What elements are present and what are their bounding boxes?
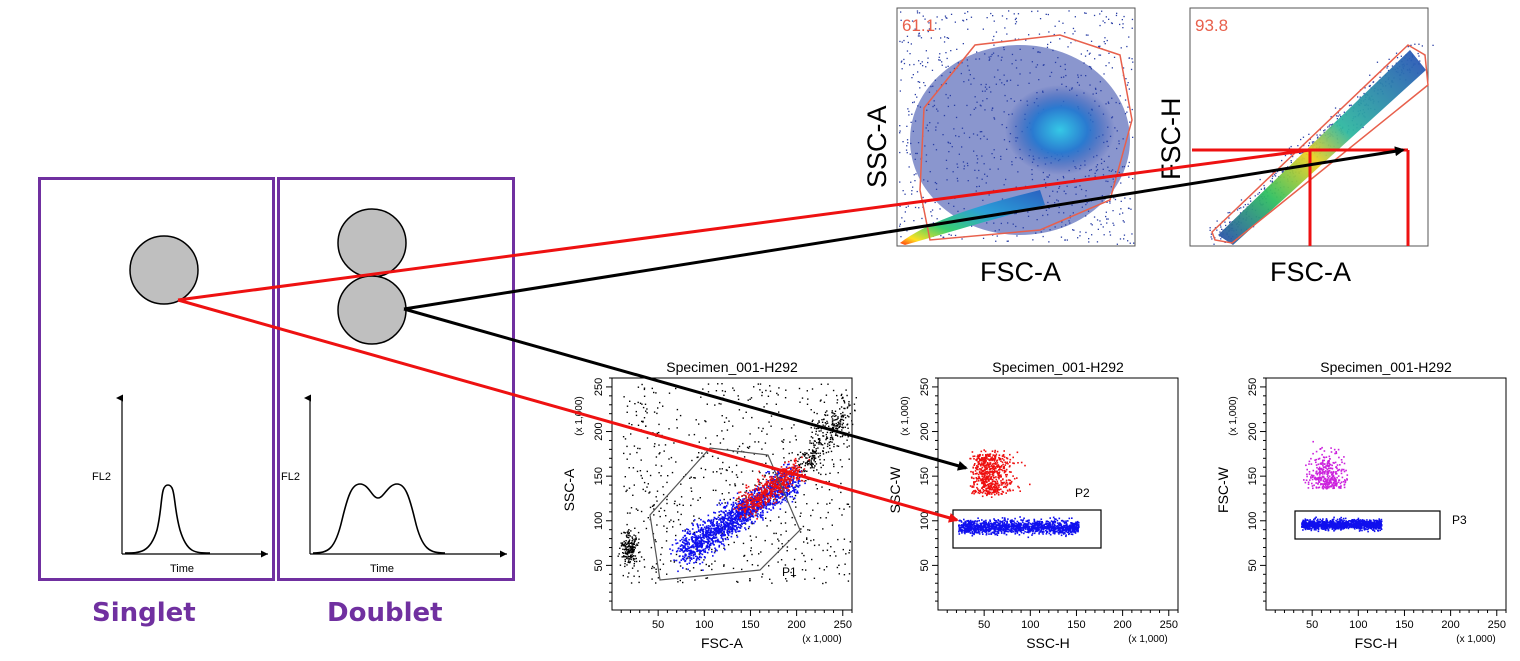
bottom-plot-x-scale: (x 1,000) (802, 634, 841, 645)
bottom-plot-title: Specimen_001-H292 (992, 359, 1124, 375)
bottom-plot-title: Specimen_001-H292 (1320, 359, 1452, 375)
y-tick-label: 50 (919, 559, 931, 571)
y-tick-label: 100 (919, 512, 931, 530)
bottom-plot-1-events (617, 383, 857, 585)
bottom-plot-1: P1 50 100 150 200 250 50 100 150 200 250 Specimen_0… (561, 359, 857, 651)
top-plot-1-percent: 61.1 (902, 16, 935, 35)
y-tick-label: 200 (919, 422, 931, 440)
gate-label-p3: P3 (1452, 513, 1467, 527)
bottom-plot-x-scale: (x 1,000) (1128, 634, 1167, 645)
doublet-to-top-arrow (403, 146, 1405, 311)
top-plot-1-x-label: FSC-A (980, 257, 1061, 287)
y-tick-label: 150 (593, 467, 605, 485)
top-plot-2-x-label: FSC-A (1270, 257, 1351, 287)
y-tick-label: 200 (1247, 422, 1259, 440)
x-tick-label: 250 (1488, 619, 1506, 631)
bottom-plot-y-label: SSC-A (561, 468, 577, 511)
doublet-pulse-curve (312, 483, 446, 554)
x-tick-label: 50 (1306, 619, 1318, 631)
singlet-panel (38, 177, 275, 581)
x-tick-label: 200 (1113, 619, 1131, 631)
x-tick-label: 150 (741, 619, 759, 631)
bottom-plot-y-scale: (x 1,000) (574, 396, 585, 435)
x-tick-label: 100 (1349, 619, 1367, 631)
bottom-plot-y-scale: (x 1,000) (900, 396, 911, 435)
connector-arrows (177, 146, 1405, 523)
bottom-plots: P1 50 100 150 200 250 50 100 150 200 250 Specimen_0… (561, 359, 1507, 651)
top-plot-2-gate (1211, 44, 1429, 244)
x-tick-label: 250 (1160, 619, 1178, 631)
singlet-pulse-curve (124, 484, 211, 554)
y-tick-label: 50 (593, 559, 605, 571)
bottom-plot-x-label: SSC-H (1026, 635, 1070, 651)
y-tick-label: 150 (1247, 467, 1259, 485)
x-tick-label: 50 (652, 619, 664, 631)
bottom-plot-y-label: FSC-W (1215, 466, 1231, 513)
bottom-plot-2: P2 50 100 150 200 250 50 100 150 200 250 Specimen_0… (887, 359, 1179, 651)
singlet-label: Singlet (92, 598, 196, 628)
doublet-cell-bottom (337, 275, 407, 345)
bottom-plot-y-scale: (x 1,000) (1228, 396, 1239, 435)
top-plot-2-percent: 93.8 (1195, 16, 1228, 35)
singlet-pulse-plot: FL2 Time (92, 394, 268, 575)
y-tick-label: 50 (1247, 559, 1259, 571)
y-tick-label: 200 (593, 422, 605, 440)
y-tick-label: 250 (919, 378, 931, 396)
singlet-pulse-x-label: Time (170, 563, 194, 575)
y-tick-label: 250 (593, 378, 605, 396)
top-plot-ssc-fsc: 61.1 FSC-A SSC-A (862, 7, 1136, 287)
y-tick-label: 150 (919, 467, 931, 485)
x-tick-label: 100 (1021, 619, 1039, 631)
y-tick-label: 250 (1247, 378, 1259, 396)
x-tick-label: 100 (695, 619, 713, 631)
singlet-pulse-y-label: FL2 (92, 471, 111, 483)
y-tick-label: 100 (593, 512, 605, 530)
doublet-cell-top (337, 208, 407, 278)
bottom-plot-y-label: SSC-W (887, 466, 903, 513)
x-tick-label: 200 (787, 619, 805, 631)
singlet-to-top-arrow (177, 148, 1311, 302)
singlet-cell (129, 235, 199, 305)
bottom-plot-x-label: FSC-H (1355, 635, 1398, 651)
doublet-pulse-y-label: FL2 (281, 471, 300, 483)
top-plot-1-gate (919, 34, 1133, 241)
bottom-plot-title: Specimen_001-H292 (666, 359, 798, 375)
doublet-pulse-plot: FL2 Time (281, 394, 507, 575)
bottom-plot-3-events (1301, 440, 1383, 533)
top-plot-1-y-label: SSC-A (862, 105, 892, 188)
bottom-plot-3: P3 50 100 150 200 250 50 100 150 200 250 Specimen_0… (1215, 359, 1507, 651)
y-tick-label: 100 (1247, 512, 1259, 530)
bottom-plot-x-scale: (x 1,000) (1456, 634, 1495, 645)
doublet-label: Doublet (327, 598, 443, 628)
x-tick-label: 250 (834, 619, 852, 631)
x-tick-label: 50 (978, 619, 990, 631)
doublet-panel (277, 177, 515, 581)
gate-label-p1: P1 (782, 565, 797, 579)
gate-label-p2: P2 (1075, 486, 1090, 500)
x-tick-label: 200 (1441, 619, 1459, 631)
doublet-pulse-x-label: Time (370, 563, 394, 575)
singlet-to-bottom-arrow (177, 298, 959, 523)
bottom-plot-x-label: FSC-A (701, 635, 744, 651)
x-tick-label: 150 (1395, 619, 1413, 631)
doublet-to-bottom-arrow (403, 307, 968, 471)
bottom-plot-2-events (958, 449, 1080, 539)
top-plot-fsch-fsca: 93.8 FSC-A FSC-H (1156, 7, 1434, 287)
x-tick-label: 150 (1067, 619, 1085, 631)
